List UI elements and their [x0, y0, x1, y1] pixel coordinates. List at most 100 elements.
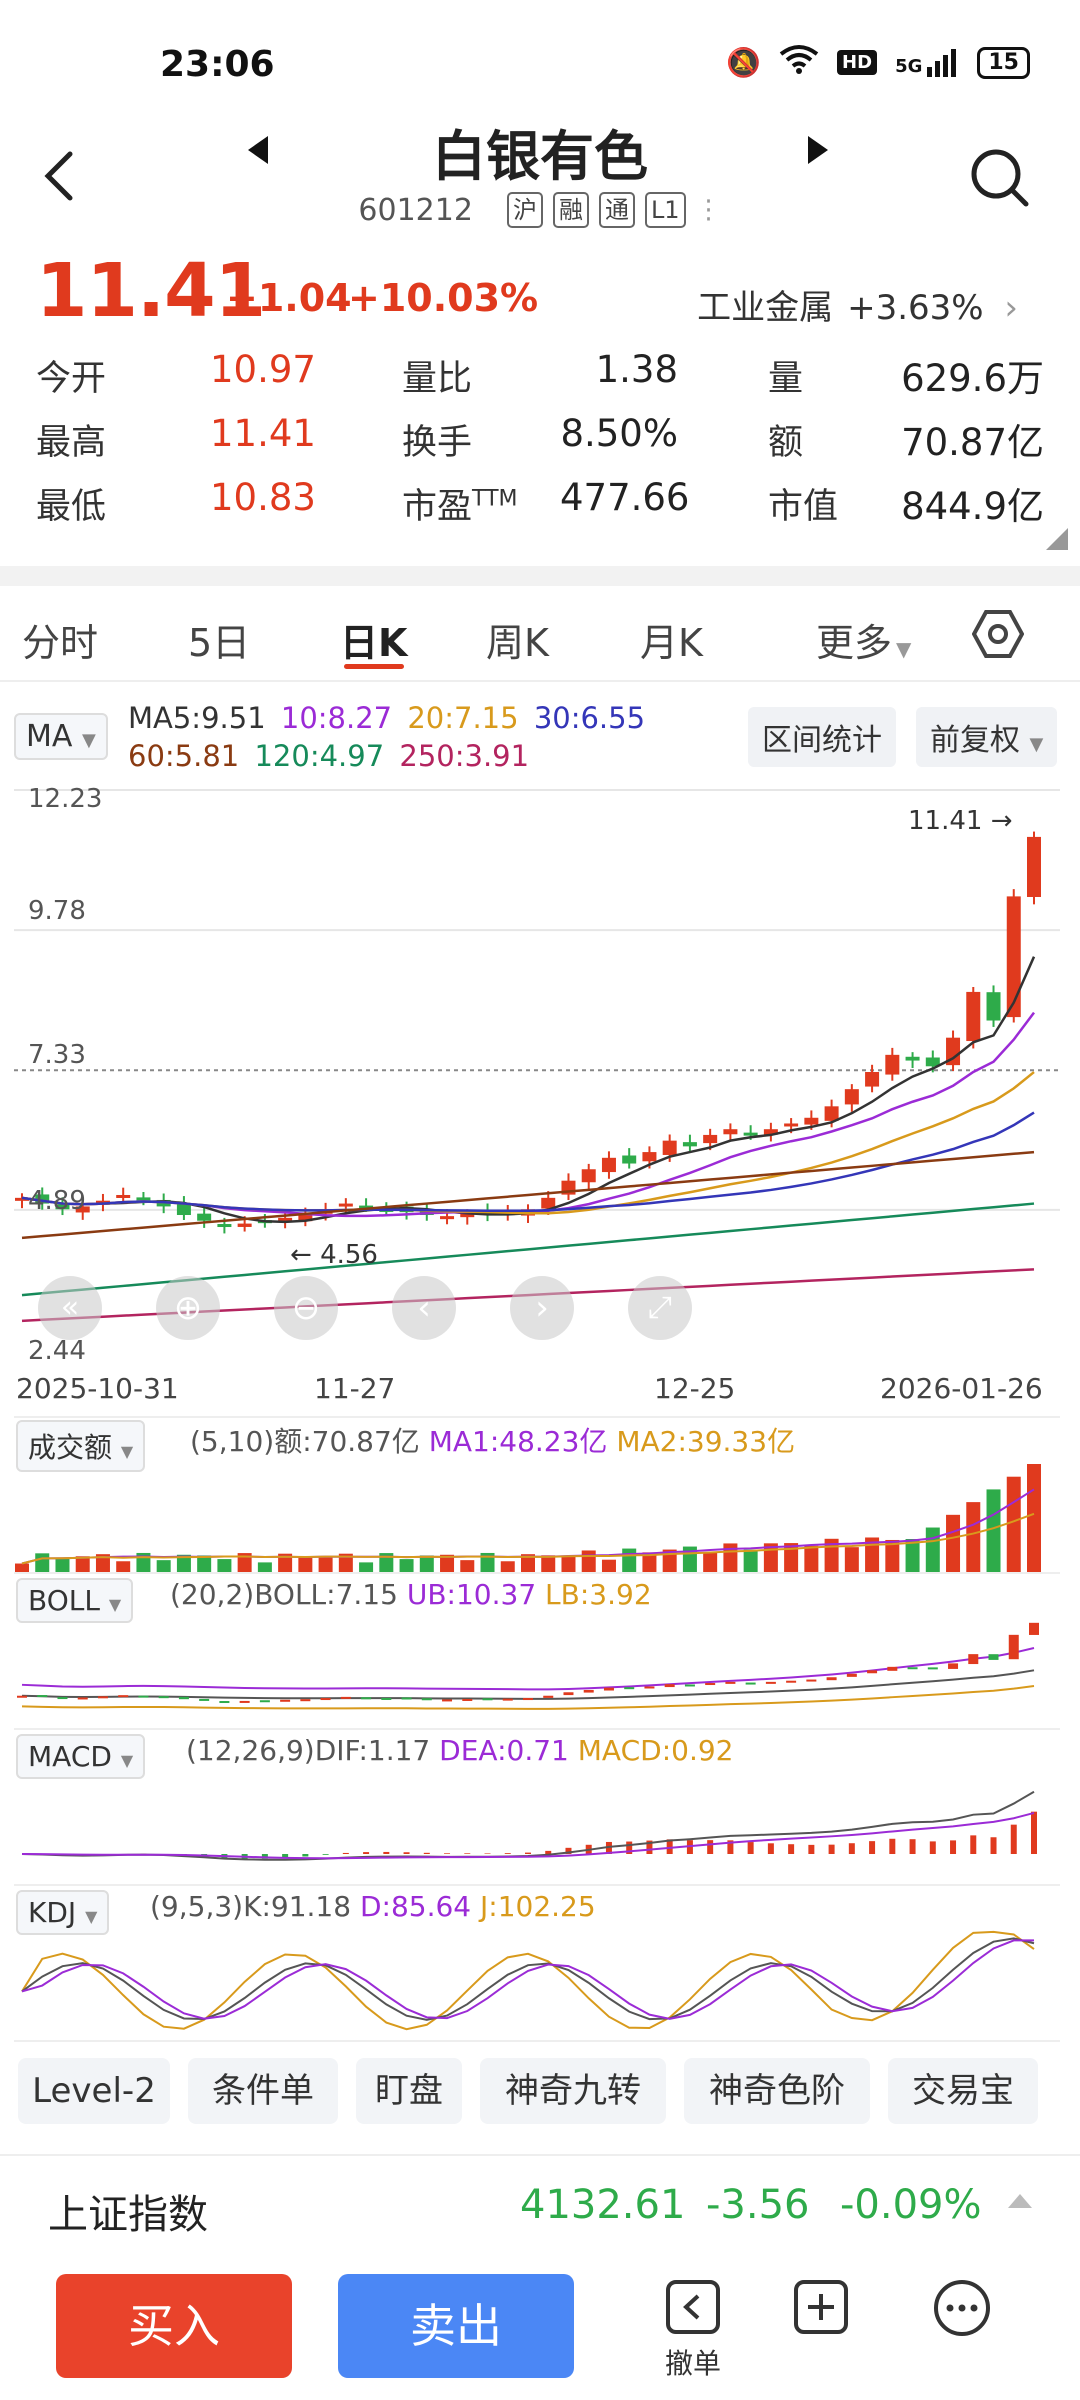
volume-ma1: MA1:48.23亿: [428, 1425, 608, 1458]
range-stats-button[interactable]: 区间统计: [748, 707, 896, 767]
prev-stock-button[interactable]: [244, 134, 284, 174]
add-watchlist-button[interactable]: [792, 2278, 850, 2340]
volume-bar: [1006, 1476, 1021, 1572]
volume-bar: [642, 1552, 657, 1572]
volume-indicator-selector[interactable]: 成交额 ▼: [16, 1420, 146, 1472]
tab-5day[interactable]: 5日: [188, 621, 251, 665]
tab-daily-k[interactable]: 日K: [340, 621, 408, 665]
scroll-right-button[interactable]: ›: [510, 1276, 574, 1340]
ma-selector-label: MA: [26, 719, 73, 754]
volume-label: 成交额: [28, 1431, 113, 1464]
x-tick-1: 2025-10-31: [16, 1372, 179, 1405]
macd-divider: [14, 1728, 1060, 1730]
boll-candle: [745, 1682, 756, 1685]
stat-label-high: 最高: [36, 423, 107, 463]
candle-body: [844, 1089, 859, 1105]
tool-level2[interactable]: Level-2: [18, 2058, 170, 2124]
chart-nav-controls: « ⊕ ⊖ ‹ › ⤢: [38, 1276, 692, 1340]
stat-value-turnover: 8.50%: [560, 412, 678, 455]
boll-candle: [442, 1699, 453, 1702]
tab-intraday[interactable]: 分时: [22, 621, 99, 665]
tool-magic-color[interactable]: 神奇色阶: [684, 2058, 870, 2124]
zoom-out-button[interactable]: ⊖: [274, 1276, 338, 1340]
tool-trade-bao[interactable]: 交易宝: [888, 2058, 1038, 2124]
boll-candle: [37, 1695, 48, 1698]
sector-link[interactable]: 工业金属 +3.63% ›: [697, 280, 1018, 329]
index-ticker-bar[interactable]: 上证指数 4132.61 -3.56 -0.09%: [0, 2154, 1080, 2254]
zoom-in-button[interactable]: ⊕: [156, 1276, 220, 1340]
status-bar: 23:06 🔕 HD 5G 15: [0, 0, 1080, 120]
index-change: -3.56: [706, 2182, 810, 2228]
stat-label-market-cap: 市值: [768, 487, 839, 527]
action-bar: 买入 卖出 撤单: [0, 2260, 1080, 2400]
boll-indicator-selector[interactable]: BOLL ▼: [16, 1578, 134, 1623]
boll-candle: [563, 1692, 574, 1696]
max-price-label: 11.41 →: [908, 806, 1013, 836]
sell-button[interactable]: 卖出: [338, 2274, 574, 2378]
tool-watch[interactable]: 盯盘: [356, 2058, 462, 2124]
period-tabs: 分时 5日 日K 周K 月K 更多 ▼: [0, 600, 1080, 680]
rewind-button[interactable]: «: [38, 1276, 102, 1340]
fullscreen-button[interactable]: ⤢: [628, 1276, 692, 1340]
sector-name: 工业金属: [697, 288, 834, 328]
candle-body: [581, 1169, 596, 1183]
tool-condition-order[interactable]: 条件单: [188, 2058, 338, 2124]
boll-candle: [482, 1698, 493, 1701]
macd-indicator-selector[interactable]: MACD ▼: [16, 1734, 146, 1779]
macd-dif: (12,26,9)DIF:1.17: [186, 1734, 431, 1767]
candle-body: [55, 1204, 70, 1210]
tab-monthly-k[interactable]: 月K: [640, 621, 703, 665]
boll-candle: [583, 1689, 594, 1693]
next-stock-button[interactable]: [804, 134, 844, 174]
buy-button[interactable]: 买入: [56, 2274, 292, 2378]
triangle-left-icon: [248, 136, 268, 164]
candle-body: [804, 1117, 819, 1125]
cancel-order-button[interactable]: 撤单: [660, 2278, 726, 2382]
boll-params: (20,2)BOLL:7.15 UB:10.37 LB:3.92: [170, 1578, 652, 1611]
expand-corner-icon[interactable]: [1046, 528, 1068, 550]
macd-dea: DEA:0.71: [439, 1734, 569, 1767]
tool-magic-nine[interactable]: 神奇九转: [480, 2058, 666, 2124]
caret-up-icon[interactable]: [1008, 2194, 1032, 2208]
expand-icon: ⤢: [648, 1290, 672, 1325]
boll-candle: [968, 1654, 979, 1665]
volume-bar: [237, 1553, 252, 1572]
volume-params: (5,10)额:70.87亿 MA1:48.23亿 MA2:39.33亿: [190, 1420, 795, 1460]
y-tick-2-44: 2.44: [28, 1336, 86, 1366]
boll-candle: [300, 1699, 311, 1702]
adjust-selector[interactable]: 前复权 ▼: [916, 707, 1058, 767]
back-button[interactable]: [40, 148, 90, 208]
scroll-left-button[interactable]: ‹: [392, 1276, 456, 1340]
boll-candle: [948, 1663, 959, 1669]
candle-body: [743, 1132, 758, 1136]
cancel-order-label: 撤单: [664, 2347, 721, 2380]
tab-more[interactable]: 更多 ▼: [816, 612, 911, 667]
ma-selector[interactable]: MA ▼: [14, 713, 108, 760]
volume-bar: [561, 1556, 576, 1572]
candle-body: [723, 1129, 738, 1135]
boll-candle: [725, 1681, 736, 1684]
more-actions-button[interactable]: [932, 2278, 992, 2342]
boll-candle: [381, 1697, 392, 1700]
chart-settings-button[interactable]: [971, 608, 1025, 664]
y-tick-12-23: 12.23: [28, 784, 103, 814]
more-dots-icon[interactable]: ⋮: [695, 195, 722, 225]
search-button[interactable]: [968, 146, 1032, 210]
kdj-indicator-selector[interactable]: KDJ ▼: [16, 1890, 110, 1935]
boll-candle: [280, 1699, 291, 1702]
boll-candle: [340, 1696, 351, 1699]
volume-bar: [338, 1553, 353, 1572]
tab-more-label: 更多: [816, 621, 893, 665]
price-change: +1.04: [226, 276, 352, 320]
min-price-label: ← 4.56: [290, 1240, 378, 1270]
battery-indicator: 15: [977, 46, 1030, 79]
volume-bar: [521, 1554, 535, 1572]
boll-candle: [765, 1681, 776, 1684]
ma120-value: 120:4.97: [254, 739, 385, 773]
kdj-d-line: [21, 1939, 1035, 2020]
tab-weekly-k[interactable]: 周K: [486, 621, 549, 665]
candle-body: [460, 1213, 475, 1218]
hd-badge: HD: [837, 50, 878, 75]
volume-bar: [966, 1502, 981, 1572]
boll-candle: [320, 1698, 331, 1701]
